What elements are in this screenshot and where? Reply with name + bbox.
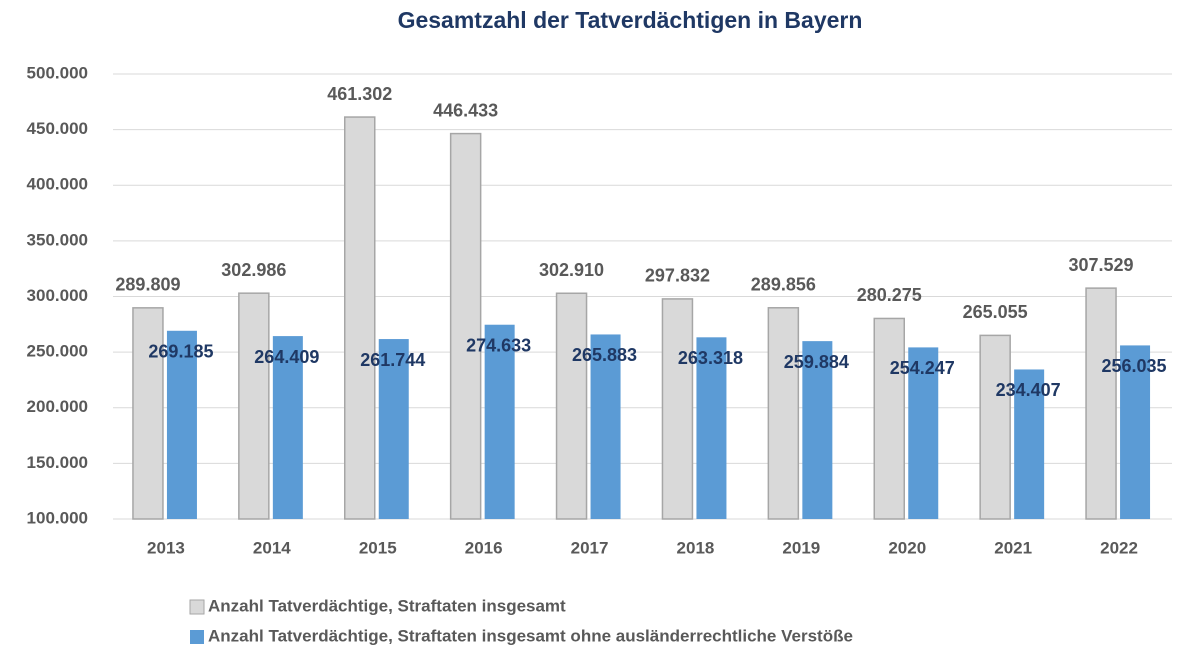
- chart-title: Gesamtzahl der Tatverdächtigen in Bayern: [398, 7, 863, 33]
- y-tick-label: 300.000: [27, 286, 88, 305]
- bar: [132, 307, 164, 520]
- bar: [344, 116, 376, 520]
- bar: [1085, 287, 1117, 520]
- bar: [484, 324, 515, 519]
- data-label: 297.832: [645, 266, 710, 286]
- data-label: 461.302: [327, 84, 392, 104]
- bar: [979, 334, 1011, 520]
- data-label: 307.529: [1069, 255, 1134, 275]
- data-label: 302.986: [221, 260, 286, 280]
- x-tick-label: 2017: [571, 538, 609, 557]
- data-label: 259.884: [784, 352, 849, 372]
- y-tick-label: 150.000: [27, 453, 88, 472]
- data-label: 263.318: [678, 348, 743, 368]
- bar: [555, 292, 588, 520]
- bar: [166, 330, 197, 519]
- y-tick-label: 100.000: [27, 508, 88, 527]
- bar: [449, 132, 482, 520]
- bar: [661, 298, 694, 520]
- bar: [1120, 345, 1151, 519]
- data-label: 289.856: [751, 275, 816, 295]
- x-tick-label: 2022: [1100, 538, 1138, 557]
- data-label: 265.883: [572, 345, 637, 365]
- bar: [238, 292, 270, 520]
- y-tick-label: 350.000: [27, 230, 88, 249]
- data-label: 269.185: [148, 342, 213, 362]
- y-tick-label: 200.000: [27, 397, 88, 416]
- data-label: 256.035: [1102, 356, 1167, 376]
- y-tick-label: 500.000: [27, 63, 88, 82]
- data-label: 264.409: [254, 347, 319, 367]
- bar: [272, 336, 303, 519]
- data-label: 302.910: [539, 260, 604, 280]
- data-label: 446.433: [433, 100, 498, 120]
- x-tick-label: 2013: [147, 538, 185, 557]
- legend-swatch: [189, 599, 205, 615]
- data-label: 265.055: [963, 302, 1028, 322]
- x-tick-label: 2020: [888, 538, 926, 557]
- data-label: 261.744: [360, 350, 425, 370]
- x-tick-label: 2019: [782, 538, 820, 557]
- bar: [908, 347, 939, 519]
- data-label: 274.633: [466, 335, 531, 355]
- x-tick-label: 2016: [465, 538, 503, 557]
- legend-label: Anzahl Tatverdächtige, Straftaten insges…: [208, 596, 566, 615]
- x-tick-label: 2015: [359, 538, 397, 557]
- bar: [873, 317, 905, 520]
- data-label: 234.407: [996, 380, 1061, 400]
- x-tick-label: 2018: [677, 538, 715, 557]
- y-tick-label: 450.000: [27, 119, 88, 138]
- bar: [696, 337, 727, 519]
- bar: [767, 307, 800, 520]
- x-tick-label: 2021: [994, 538, 1032, 557]
- y-tick-label: 400.000: [27, 175, 88, 194]
- bar: [802, 341, 833, 519]
- x-tick-label: 2014: [253, 538, 291, 557]
- data-label: 289.809: [115, 275, 180, 295]
- data-label: 280.275: [857, 285, 922, 305]
- bar: [590, 334, 621, 519]
- legend-swatch: [190, 630, 204, 644]
- data-label: 254.247: [890, 358, 955, 378]
- bar: [1014, 369, 1045, 519]
- bar: [378, 339, 409, 519]
- legend-label: Anzahl Tatverdächtige, Straftaten insges…: [208, 626, 853, 645]
- y-tick-label: 250.000: [27, 342, 88, 361]
